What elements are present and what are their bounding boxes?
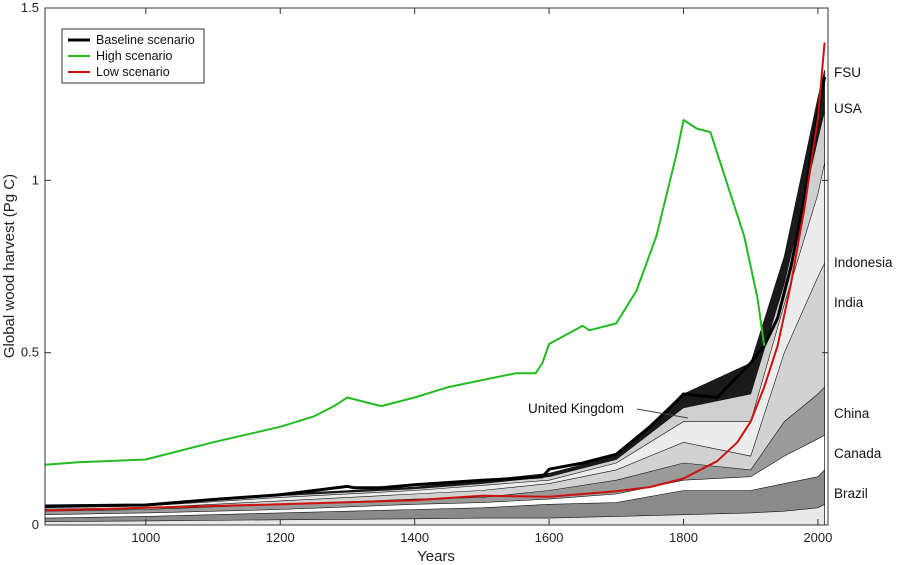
country-annotations: FSU USA Indonesia India China Canada Bra…: [528, 65, 893, 501]
legend-label-baseline: Baseline scenario: [96, 33, 195, 47]
label-usa: USA: [834, 101, 862, 116]
x-tick-label-2: 1400: [400, 530, 429, 545]
series-line-0: [44, 76, 827, 508]
x-axis-ticks: 1000 1200 1400 1600 1800 2000: [131, 8, 832, 545]
x-tick-label-1: 1200: [266, 530, 295, 545]
country-stack-bands: [44, 69, 825, 526]
y-tick-label-3: 1.5: [21, 0, 39, 15]
y-axis-ticks: 0 0.5 1 1.5: [21, 0, 828, 532]
legend-label-high: High scenario: [96, 49, 172, 63]
y-tick-label-2: 1: [32, 172, 39, 187]
label-indonesia: Indonesia: [834, 255, 893, 270]
label-brazil: Brazil: [834, 486, 868, 501]
series-line-2: [44, 42, 826, 512]
x-tick-label-5: 2000: [803, 530, 832, 545]
label-india: India: [834, 295, 864, 310]
series-line-1: [44, 119, 766, 466]
x-axis-title: Years: [417, 548, 455, 565]
y-tick-label-0: 0: [32, 517, 39, 532]
stack-band-6: [44, 469, 825, 526]
x-tick-label-0: 1000: [131, 530, 160, 545]
scenario-lines: [44, 42, 827, 512]
plot-frame: [44, 7, 829, 526]
x-tick-label-3: 1600: [535, 530, 564, 545]
legend-label-low: Low scenario: [96, 65, 170, 79]
y-axis-title: Global wood harvest (Pg C): [1, 174, 18, 358]
y-tick-label-1: 0.5: [21, 345, 39, 360]
label-canada: Canada: [834, 446, 882, 461]
legend: Baseline scenario High scenario Low scen…: [61, 28, 205, 84]
stack-band-7: [44, 503, 825, 526]
label-united-kingdom: United Kingdom: [528, 401, 624, 416]
x-tick-label-4: 1800: [669, 530, 698, 545]
label-china: China: [834, 406, 870, 421]
label-fsu: FSU: [834, 65, 861, 80]
united-kingdom-pointer: [636, 408, 689, 419]
